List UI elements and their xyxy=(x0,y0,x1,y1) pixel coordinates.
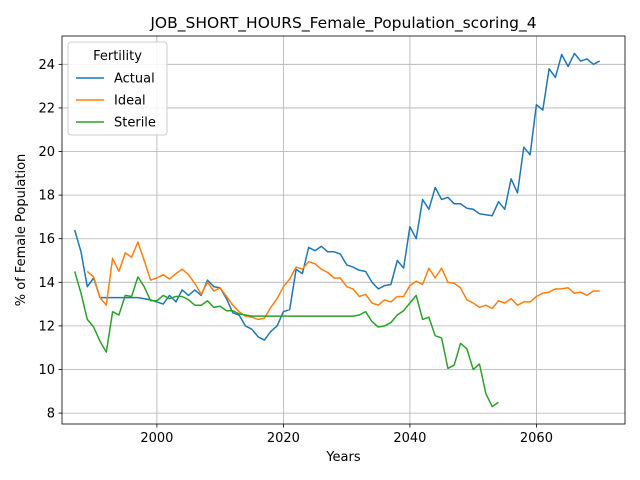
y-axis-label: % of Female Population xyxy=(14,154,29,307)
series-line-ideal xyxy=(86,241,600,321)
plot-area-frame xyxy=(61,35,626,425)
x-tick-label: 2020 xyxy=(267,431,300,446)
y-tick-label: 14 xyxy=(38,276,55,291)
y-tick-label: 22 xyxy=(38,101,55,116)
y-tick-label: 8 xyxy=(47,407,55,422)
axis-ticks: 2000 2020 2040 2060 8 10 12 14 16 18 20 22 24 xyxy=(38,58,553,446)
x-tick-label: 2000 xyxy=(140,431,173,446)
x-tick-label: 2040 xyxy=(393,431,426,446)
y-tick-label: 16 xyxy=(38,232,55,247)
legend-title: Fertility xyxy=(93,49,142,64)
legend-label-actual: Actual xyxy=(114,72,155,87)
x-tick-label: 2060 xyxy=(520,431,553,446)
legend-label-sterile: Sterile xyxy=(114,116,156,131)
legend-label-ideal: Ideal xyxy=(114,94,146,109)
legend-box xyxy=(67,41,168,136)
x-axis-label: Years xyxy=(325,450,361,465)
y-tick-label: 20 xyxy=(38,145,55,160)
chart-legend: Fertility Actual Ideal Sterile xyxy=(67,41,168,136)
y-tick-label: 10 xyxy=(38,363,55,378)
plot-series xyxy=(73,52,601,408)
series-line-actual xyxy=(73,52,601,341)
chart-title: JOB_SHORT_HOURS_Female_Population_scorin… xyxy=(149,14,536,33)
y-tick-label: 12 xyxy=(38,319,55,334)
y-tick-label: 18 xyxy=(38,189,55,204)
series-line-sterile xyxy=(73,271,499,408)
y-tick-label: 24 xyxy=(38,58,55,73)
